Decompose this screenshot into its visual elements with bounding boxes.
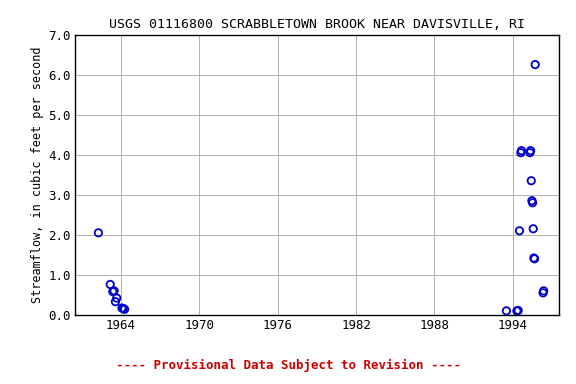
Point [108,289,118,295]
Point [512,308,521,314]
Point [528,200,537,206]
Point [539,290,548,296]
Point [514,308,523,314]
Point [118,305,127,311]
Point [120,306,129,312]
Point [526,147,535,154]
Point [530,61,540,68]
Point [530,256,539,262]
Point [94,230,103,236]
Title: USGS 01116800 SCRABBLETOWN BROOK NEAR DAVISVILLE, RI: USGS 01116800 SCRABBLETOWN BROOK NEAR DA… [109,18,525,31]
Point [119,305,128,311]
Point [502,308,511,314]
Point [517,147,526,154]
Point [515,228,524,234]
Point [105,281,115,288]
Point [516,150,525,156]
Y-axis label: Streamflow, in cubic feet per second: Streamflow, in cubic feet per second [31,46,44,303]
Point [529,255,539,261]
Point [525,150,535,156]
Point [526,178,536,184]
Point [109,288,119,294]
Point [527,198,536,204]
Point [111,299,120,305]
Text: ---- Provisional Data Subject to Revision ----: ---- Provisional Data Subject to Revisio… [116,359,460,372]
Point [539,288,548,294]
Point [112,295,122,301]
Point [529,226,538,232]
